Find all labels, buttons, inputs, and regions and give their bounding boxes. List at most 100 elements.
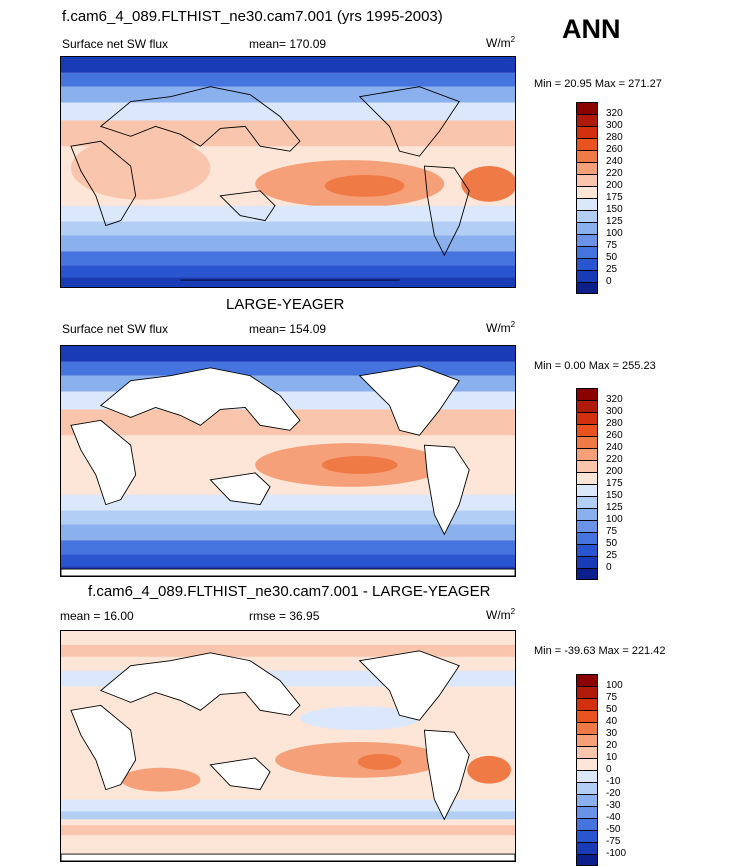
- colorbar-swatch: [576, 198, 598, 210]
- colorbar-tick-label: -50: [606, 824, 621, 835]
- colorbar-swatch: [576, 794, 598, 806]
- colorbar-tick-label: 150: [606, 490, 623, 501]
- colorbar-swatch: [576, 556, 598, 568]
- colorbar-tick-label: 150: [606, 204, 623, 215]
- colorbar-tick-label: 0: [606, 764, 612, 775]
- colorbar-tick-label: 75: [606, 240, 618, 251]
- panel-test-variable-label: Surface net SW flux: [62, 37, 169, 51]
- panel-diff-map-svg: [61, 631, 515, 861]
- panel-test-map-svg: [61, 57, 515, 287]
- colorbar-tick-label: -20: [606, 788, 621, 799]
- panel-test-mean-label: mean= 170.09: [249, 37, 327, 51]
- panel-diff-minmax: Min = -39.63 Max = 221.42: [534, 645, 666, 657]
- colorbar-swatch: [576, 722, 598, 734]
- colorbar-tick-label: -30: [606, 800, 621, 811]
- colorbar-tick-label: 40: [606, 716, 618, 727]
- colorbar-swatch: [576, 544, 598, 556]
- colorbar-swatch: [576, 758, 598, 770]
- colorbar-swatch: [576, 162, 598, 174]
- colorbar-swatch: [576, 258, 598, 270]
- colorbar-tick-label: 20: [606, 740, 618, 751]
- colorbar-tick-label: 100: [606, 228, 623, 239]
- colorbar-swatch: [576, 234, 598, 246]
- colorbar-swatch: [576, 854, 598, 866]
- colorbar-tick-label: 280: [606, 132, 623, 143]
- colorbar-tick-label: 200: [606, 180, 623, 191]
- colorbar-swatch: [576, 532, 598, 544]
- colorbar-tick-label: 50: [606, 538, 618, 549]
- colorbar-tick-label: 75: [606, 692, 618, 703]
- panel-diff-title: f.cam6_4_089.FLTHIST_ne30.cam7.001 - LAR…: [88, 583, 491, 600]
- colorbar-tick-label: 300: [606, 406, 623, 417]
- colorbar-tick-label: 260: [606, 144, 623, 155]
- colorbar-swatch: [576, 698, 598, 710]
- colorbar-tick-label: 30: [606, 728, 618, 739]
- panel-diff-map: [60, 630, 516, 862]
- colorbar-swatch: [576, 270, 598, 282]
- panel-control-minmax: Min = 0.00 Max = 255.23: [534, 360, 656, 372]
- colorbar-swatch: [576, 568, 598, 580]
- colorbar-tick-label: 200: [606, 466, 623, 477]
- colorbar-swatch: [576, 484, 598, 496]
- panel-diff-rmse-label: rmse = 36.95: [249, 609, 320, 623]
- colorbar-tick-label: 240: [606, 156, 623, 167]
- colorbar-tick-label: 320: [606, 394, 623, 405]
- colorbar-swatch: [576, 686, 598, 698]
- colorbar-swatch: [576, 472, 598, 484]
- colorbar-tick-label: 50: [606, 252, 618, 263]
- figure-title: f.cam6_4_089.FLTHIST_ne30.cam7.001 (yrs …: [62, 8, 443, 25]
- colorbar-swatch: [576, 210, 598, 222]
- colorbar-swatch: [576, 818, 598, 830]
- colorbar-tick-label: 0: [606, 562, 612, 573]
- panel-control-units: W/m2: [486, 320, 516, 335]
- colorbar-tick-label: 0: [606, 276, 612, 287]
- colorbar-tick-label: -100: [606, 848, 627, 859]
- panel-test-units: W/m2: [486, 35, 516, 50]
- panel-control-map: [60, 345, 516, 577]
- colorbar-swatch: [576, 508, 598, 520]
- colorbar-swatch: [576, 174, 598, 186]
- colorbar-swatch: [576, 282, 598, 294]
- colorbar-tick-label: 75: [606, 526, 618, 537]
- colorbar-swatch: [576, 150, 598, 162]
- colorbar-swatch: [576, 710, 598, 722]
- colorbar-tick-label: 25: [606, 550, 618, 561]
- colorbar-swatch: [576, 436, 598, 448]
- colorbar-tick-label: 50: [606, 704, 618, 715]
- colorbar-swatch: [576, 770, 598, 782]
- colorbar-tick-label: 260: [606, 430, 623, 441]
- season-label: ANN: [562, 14, 621, 44]
- panel-test-minmax: Min = 20.95 Max = 271.27: [534, 78, 662, 90]
- colorbar-swatch: [576, 424, 598, 436]
- colorbar-tick-label: 300: [606, 120, 623, 131]
- colorbar-tick-label: 10: [606, 752, 618, 763]
- colorbar-swatch: [576, 746, 598, 758]
- panel-diff-units: W/m2: [486, 607, 516, 622]
- colorbar-swatch: [576, 246, 598, 258]
- panel-diff-mean-label: mean = 16.00: [60, 609, 134, 623]
- colorbar-swatch: [576, 126, 598, 138]
- colorbar-swatch: [576, 806, 598, 818]
- colorbar-swatch: [576, 782, 598, 794]
- colorbar-tick-label: 25: [606, 264, 618, 275]
- colorbar-swatch: [576, 138, 598, 150]
- colorbar-swatch: [576, 186, 598, 198]
- colorbar-tick-label: 220: [606, 168, 623, 179]
- colorbar-swatch: [576, 412, 598, 424]
- colorbar-frame: [576, 388, 598, 580]
- colorbar-frame: [576, 674, 598, 866]
- colorbar-tick-label: 280: [606, 418, 623, 429]
- colorbar-swatch: [576, 460, 598, 472]
- colorbar-swatch: [576, 842, 598, 854]
- panel-control-title: LARGE-YEAGER: [226, 296, 345, 313]
- colorbar-tick-label: 240: [606, 442, 623, 453]
- colorbar-tick-label: -75: [606, 836, 621, 847]
- colorbar-swatch: [576, 520, 598, 532]
- colorbar-frame: [576, 102, 598, 294]
- colorbar-tick-label: 175: [606, 478, 623, 489]
- colorbar-swatch: [576, 114, 598, 126]
- colorbar-swatch: [576, 400, 598, 412]
- colorbar-tick-label: 100: [606, 680, 623, 691]
- colorbar-swatch: [576, 830, 598, 842]
- colorbar-swatch: [576, 496, 598, 508]
